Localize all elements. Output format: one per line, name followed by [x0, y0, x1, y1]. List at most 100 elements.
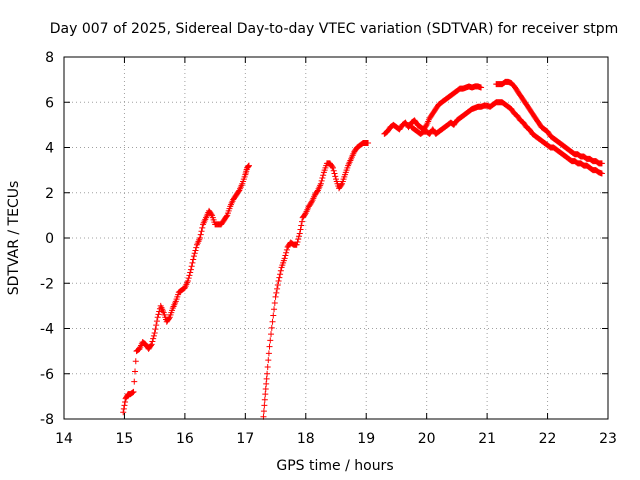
data-point — [190, 256, 197, 263]
x-tick-label: 15 — [116, 431, 134, 447]
data-point — [266, 343, 273, 350]
data-point — [193, 244, 200, 251]
data-point — [152, 326, 159, 333]
x-tick-label: 16 — [176, 431, 194, 447]
data-point — [295, 236, 302, 243]
data-points — [120, 78, 605, 420]
x-tick-label: 19 — [357, 431, 375, 447]
data-point — [132, 368, 139, 375]
data-point — [147, 342, 154, 349]
data-point — [277, 271, 284, 278]
data-point — [282, 252, 289, 259]
data-point — [273, 289, 280, 296]
data-point — [299, 218, 305, 225]
x-tick-label: 18 — [297, 431, 315, 447]
data-point — [270, 312, 277, 319]
data-point — [276, 274, 283, 281]
data-point — [283, 249, 290, 256]
data-point — [151, 330, 158, 337]
data-point — [330, 167, 337, 174]
data-point — [186, 272, 193, 279]
data-point — [192, 247, 199, 254]
data-point — [223, 213, 230, 220]
data-point — [281, 255, 288, 262]
data-point — [274, 285, 281, 292]
data-point — [120, 409, 127, 416]
data-point — [598, 170, 605, 177]
data-point — [132, 358, 139, 365]
y-tick-label: 8 — [45, 50, 54, 66]
data-point — [148, 341, 155, 348]
data-series-1 — [120, 162, 252, 416]
y-tick-label: -8 — [40, 412, 54, 428]
data-point — [153, 318, 160, 325]
data-point — [265, 350, 272, 357]
data-point — [264, 370, 271, 377]
data-point — [198, 228, 205, 235]
axis-ticks: 14 15 16 17 18 19 20 21 22 23 -8 -6 -4 -2 0 2 4 6 8 — [40, 50, 617, 447]
data-point — [166, 315, 173, 322]
data-point — [319, 175, 326, 182]
data-point — [262, 391, 269, 398]
data-series-3 — [381, 83, 485, 137]
data-point — [188, 263, 195, 270]
data-point — [189, 259, 196, 266]
grid-lines — [64, 57, 608, 419]
data-point — [275, 277, 282, 284]
data-point — [332, 173, 339, 180]
data-point — [296, 230, 303, 237]
x-axis-label: GPS time / hours — [276, 458, 393, 474]
data-point — [294, 238, 301, 245]
data-point — [283, 246, 290, 253]
data-point — [154, 314, 161, 321]
x-tick-label: 21 — [478, 431, 496, 447]
chart-title: Day 007 of 2025, Sidereal Day-to-day VTE… — [50, 21, 619, 37]
data-point — [122, 399, 129, 406]
data-point — [298, 222, 305, 229]
data-point — [268, 324, 275, 331]
data-point — [271, 306, 278, 313]
y-axis-label: SDTVAR / TECUs — [6, 181, 22, 296]
x-tick-label: 20 — [418, 431, 436, 447]
data-point — [197, 235, 203, 241]
data-point — [272, 293, 279, 300]
data-point — [263, 375, 270, 382]
x-tick-label: 17 — [236, 431, 254, 447]
data-point — [268, 331, 275, 338]
data-point — [274, 281, 281, 288]
data-point — [365, 139, 372, 146]
data-point — [297, 226, 304, 233]
data-point — [264, 363, 271, 370]
y-tick-label: 2 — [45, 186, 54, 202]
data-point — [277, 267, 284, 274]
data-point — [598, 160, 605, 167]
x-tick-label: 22 — [539, 431, 557, 447]
data-point — [197, 231, 204, 238]
data-point — [263, 380, 270, 387]
data-point — [129, 389, 136, 396]
data-point — [295, 233, 302, 240]
data-series-2 — [260, 139, 372, 420]
data-point — [265, 357, 272, 364]
data-point — [208, 211, 215, 218]
data-series-4 — [408, 99, 605, 177]
data-point — [261, 402, 268, 409]
x-tick-label: 23 — [599, 431, 617, 447]
y-tick-label: -4 — [40, 322, 54, 338]
data-point — [261, 396, 268, 403]
data-series-5 — [493, 78, 605, 167]
data-point — [190, 253, 197, 260]
data-point — [187, 266, 194, 273]
data-point — [150, 332, 157, 339]
data-point — [150, 335, 157, 342]
data-point — [184, 277, 191, 284]
data-point — [187, 269, 194, 276]
data-point — [121, 402, 128, 409]
data-point — [199, 224, 206, 231]
data-point — [317, 180, 324, 187]
data-point — [293, 241, 300, 248]
data-point — [329, 163, 336, 170]
data-point — [185, 275, 192, 282]
